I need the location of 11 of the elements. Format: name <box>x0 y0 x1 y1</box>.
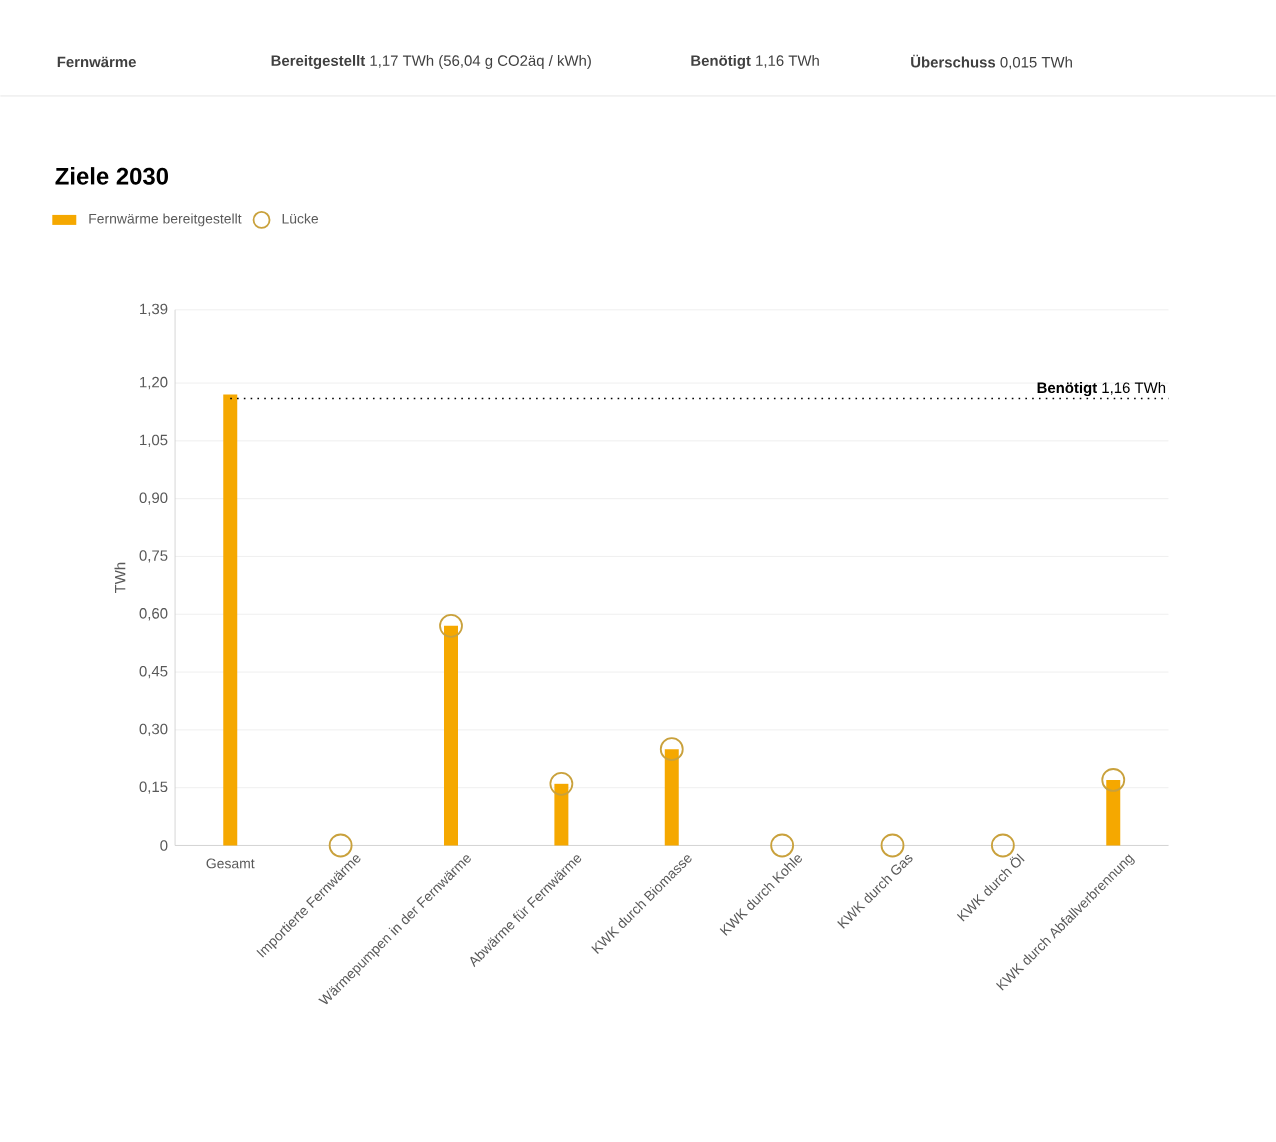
chart-title: Ziele 2030 <box>55 167 168 186</box>
bar <box>223 394 238 846</box>
point <box>880 833 905 858</box>
point <box>659 737 684 762</box>
point <box>439 614 463 639</box>
bar <box>444 626 458 846</box>
point <box>1101 768 1126 793</box>
point <box>549 772 574 797</box>
bar <box>1106 780 1121 846</box>
bar <box>554 784 569 846</box>
bar <box>664 749 679 846</box>
